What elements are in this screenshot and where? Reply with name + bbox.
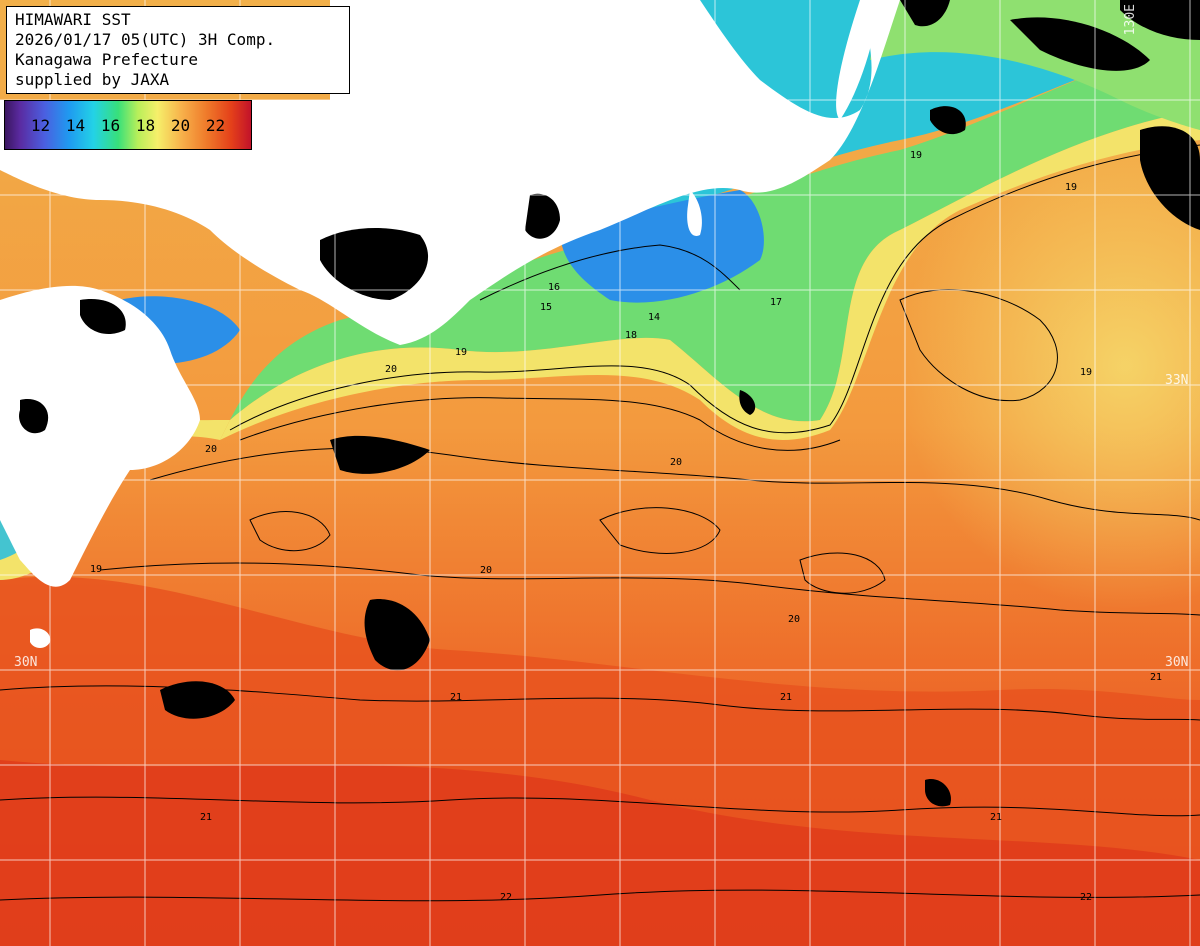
contour-label: 21: [990, 812, 1002, 823]
contour-label: 19: [455, 347, 467, 358]
lat-label-30n-east: 30N: [1165, 655, 1189, 670]
contour-label: 21: [450, 692, 462, 703]
isotherm-contours: [0, 144, 1200, 902]
contour-label: 21: [200, 812, 212, 823]
contour-label: 22: [1080, 892, 1092, 903]
contour-label: 20: [670, 457, 682, 468]
contour-label: 19: [1080, 367, 1092, 378]
legend-tick: 16: [100, 116, 121, 135]
lat-label-33n-west: 33N: [14, 373, 38, 388]
contour-label: 19: [910, 150, 922, 161]
legend-tick: 12: [30, 116, 51, 135]
land-east-coast: [836, 0, 880, 120]
contour-label: 15: [540, 302, 552, 313]
legend-tick: 14: [65, 116, 86, 135]
legend-tick: 20: [170, 116, 191, 135]
data-credit: supplied by JAXA: [15, 70, 170, 89]
no-data-patches: [19, 0, 1200, 807]
sea-area-northeast-green: [870, 0, 1200, 130]
contour-label: 20: [788, 614, 800, 625]
lat-label-33n-east: 33N: [1165, 373, 1189, 388]
legend-tick: 18: [135, 116, 156, 135]
sea-area-yellow-band: [220, 110, 1200, 440]
contour-label: 19: [90, 564, 102, 575]
map-title-box: HIMAWARI SST 2026/01/17 05(UTC) 3H Comp.…: [6, 6, 350, 94]
land-honshu-shikoku: [0, 0, 900, 345]
product-title: HIMAWARI SST: [15, 10, 131, 29]
contour-label: 21: [1150, 672, 1162, 683]
land-small-island: [30, 628, 51, 648]
lon-label-130e: 130E: [1123, 4, 1138, 36]
lon-label-125e: 125E: [485, 4, 500, 36]
contour-label: 19: [1065, 182, 1077, 193]
legend-tick-labels: 12 14 16 18 20 22: [5, 116, 251, 135]
contour-label: 18: [625, 330, 637, 341]
contour-labels: 19 20 14 18 17 16 15 19 19 19 20 20 20 2…: [90, 150, 1162, 903]
contour-label: 16: [548, 282, 560, 293]
issuer-name: Kanagawa Prefecture: [15, 50, 199, 69]
contour-label: 22: [500, 892, 512, 903]
lat-label-30n-west: 30N: [14, 655, 38, 670]
contour-label: 17: [770, 297, 782, 308]
contour-label: 20: [385, 364, 397, 375]
sst-color-legend: 12 14 16 18 20 22: [4, 100, 252, 150]
legend-tick: 22: [205, 116, 226, 135]
contour-label: 21: [780, 692, 792, 703]
contour-label: 14: [648, 312, 660, 323]
contour-label: 20: [480, 565, 492, 576]
observation-datetime: 2026/01/17 05(UTC) 3H Comp.: [15, 30, 276, 49]
contour-label: 20: [205, 444, 217, 455]
land-izu-peninsula: [687, 190, 702, 236]
